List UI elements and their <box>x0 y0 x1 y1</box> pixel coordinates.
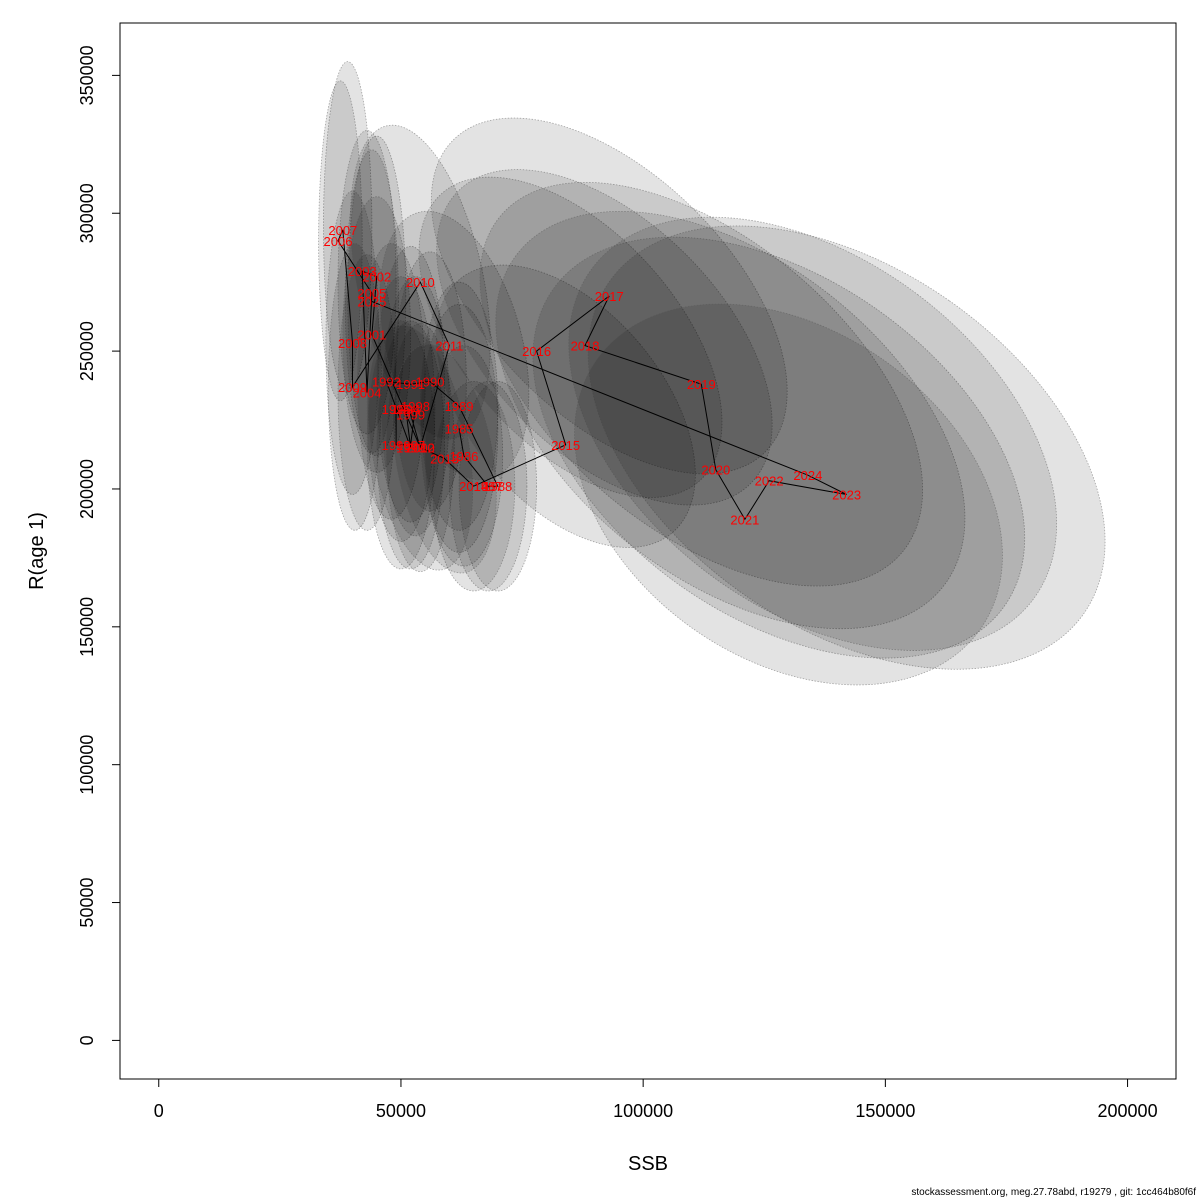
year-label-1999: 1999 <box>396 408 425 423</box>
year-label-2024: 2024 <box>793 468 822 483</box>
year-label-1996: 1996 <box>382 438 411 453</box>
y-tick-label: 350000 <box>77 45 97 105</box>
year-label-1985: 1985 <box>445 421 474 436</box>
year-label-2023: 2023 <box>832 487 861 502</box>
year-label-2002: 2002 <box>362 270 391 285</box>
x-tick-label: 0 <box>154 1101 164 1121</box>
year-label-2011: 2011 <box>435 339 463 354</box>
year-label-2003: 2003 <box>348 264 377 279</box>
year-label-2025: 2025 <box>357 294 386 309</box>
year-label-1997: 1997 <box>396 438 425 453</box>
year-label-2006: 2006 <box>324 234 353 249</box>
year-label-2001: 2001 <box>357 328 386 343</box>
year-label-2014: 2014 <box>459 479 488 494</box>
y-tick-label: 200000 <box>77 459 97 519</box>
x-tick-label: 100000 <box>613 1101 673 1121</box>
year-label-1989: 1989 <box>445 399 474 414</box>
confidence-ellipse <box>318 80 363 402</box>
y-tick-label: 50000 <box>77 878 97 928</box>
year-label-2017: 2017 <box>595 289 624 304</box>
x-tick-label: 150000 <box>855 1101 915 1121</box>
y-tick-label: 300000 <box>77 183 97 243</box>
year-label-2022: 2022 <box>755 474 784 489</box>
year-label-1987: 1987 <box>474 479 503 494</box>
confidence-ellipse <box>495 210 966 630</box>
year-label-2005: 2005 <box>357 286 386 301</box>
trajectory-line <box>337 229 847 521</box>
y-axis-title: R(age 1) <box>26 512 48 590</box>
year-label-1998: 1998 <box>401 399 430 414</box>
year-label-2007: 2007 <box>328 223 357 238</box>
year-label-1994: 1994 <box>391 402 420 417</box>
year-label-2004: 2004 <box>353 385 382 400</box>
confidence-ellipse <box>356 243 426 520</box>
y-tick-label: 0 <box>77 1035 97 1045</box>
year-label-1990: 1990 <box>416 374 445 389</box>
year-label-2016: 2016 <box>522 344 551 359</box>
confidence-ellipse <box>347 135 407 457</box>
confidence-ellipse <box>574 303 1003 686</box>
y-tick-label: 250000 <box>77 321 97 381</box>
y-axis: 0 50000 100000 150000 200000 250000 300000 3500… <box>77 45 121 1045</box>
confidence-ellipse <box>532 236 1026 659</box>
x-axis-title: SSB <box>628 1153 668 1175</box>
year-label-2012: 2012 <box>406 441 435 456</box>
year-label-1991: 1991 <box>396 377 425 392</box>
confidence-ellipse <box>436 169 773 506</box>
confidence-ellipse <box>323 61 373 393</box>
y-tick-label: 150000 <box>77 597 97 657</box>
year-label-2015: 2015 <box>551 438 580 453</box>
confidence-ellipse <box>568 216 1058 651</box>
x-tick-label: 200000 <box>1098 1101 1158 1121</box>
x-axis: 0 50000 100000 150000 200000 <box>154 1078 1158 1121</box>
confidence-ellipse <box>327 243 382 531</box>
year-label-2020: 2020 <box>701 463 730 478</box>
footer-note: stockassessment.org, meg.27.78abd, r1927… <box>911 1187 1196 1198</box>
trajectory-lines <box>337 229 847 521</box>
year-label-1993: 1993 <box>396 441 425 456</box>
confidence-ellipse <box>587 225 1106 670</box>
year-label-2010: 2010 <box>406 275 435 290</box>
year-label-2000: 2000 <box>406 441 435 456</box>
confidence-ellipse <box>418 176 723 498</box>
confidence-ellipse <box>435 264 696 548</box>
year-label-1995: 1995 <box>382 402 411 417</box>
year-label-2013: 2013 <box>430 452 459 467</box>
year-label-2021: 2021 <box>730 512 759 527</box>
year-label-1988: 1988 <box>483 479 512 494</box>
year-label-1986: 1986 <box>449 449 478 464</box>
year-label-2008: 2008 <box>338 336 367 351</box>
year-label-2009: 2009 <box>338 380 367 395</box>
y-tick-label: 100000 <box>77 735 97 795</box>
year-label-2019: 2019 <box>687 377 716 392</box>
year-label-2018: 2018 <box>571 339 600 354</box>
x-tick-label: 50000 <box>376 1101 426 1121</box>
year-label-1992: 1992 <box>372 374 401 389</box>
